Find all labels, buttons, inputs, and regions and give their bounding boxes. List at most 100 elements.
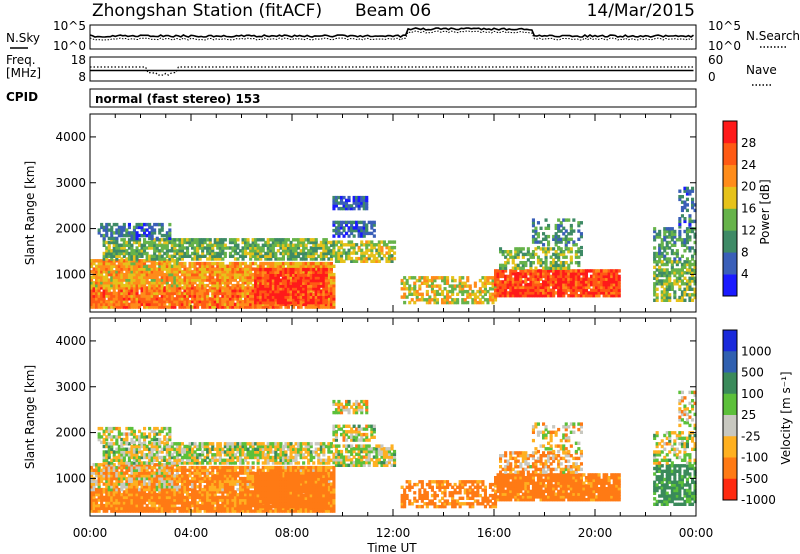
power-cell <box>569 280 573 284</box>
power-cell <box>218 278 222 282</box>
power-cell <box>665 282 669 286</box>
power-cell <box>324 284 328 288</box>
power-cell <box>191 291 195 296</box>
power-cell <box>266 287 270 291</box>
power-cell <box>266 264 270 268</box>
power-cell <box>572 291 576 295</box>
power-cell <box>216 305 220 309</box>
power-cell <box>524 274 528 279</box>
power-cell <box>117 281 121 285</box>
power-cell <box>105 302 109 307</box>
power-cell <box>138 302 142 307</box>
power-cell <box>251 283 255 288</box>
power-cell <box>665 284 669 289</box>
power-cell <box>107 299 111 304</box>
power-cell <box>284 238 288 242</box>
power-cell <box>191 261 195 266</box>
power-cell <box>574 283 578 287</box>
power-cell <box>155 283 159 288</box>
power-cell <box>557 252 561 257</box>
velocity-cell <box>148 492 152 497</box>
power-cell <box>350 206 354 211</box>
power-cell <box>476 295 480 299</box>
power-cell <box>680 293 684 297</box>
velocity-cell <box>110 490 114 494</box>
power-cell <box>254 305 258 309</box>
power-cell <box>680 243 684 247</box>
velocity-cell <box>233 503 237 508</box>
power-cell <box>430 284 434 288</box>
velocity-cell <box>158 490 162 494</box>
power-cell <box>569 288 573 292</box>
velocity-cell <box>269 506 273 511</box>
power-cell <box>355 195 359 200</box>
power-cell <box>600 285 604 290</box>
power-cell <box>340 223 344 227</box>
power-cell <box>574 250 578 254</box>
power-cell <box>233 305 237 309</box>
power-cell <box>165 261 169 266</box>
power-cell <box>289 273 293 277</box>
power-cell <box>668 240 672 245</box>
power-cell <box>112 261 116 266</box>
power-cell <box>297 281 301 285</box>
power-cell <box>488 295 492 299</box>
power-cell <box>319 246 323 250</box>
power-cell <box>299 297 303 301</box>
power-cell <box>206 302 210 307</box>
power-cell <box>542 237 546 241</box>
power-cell <box>292 243 296 247</box>
power-cell <box>274 261 278 266</box>
velocity-cell <box>125 490 129 494</box>
power-cell <box>357 204 361 208</box>
power-cell <box>102 225 106 230</box>
power-cell <box>400 281 404 285</box>
velocity-cell <box>211 501 215 505</box>
power-cell <box>135 275 139 279</box>
power-cell <box>102 259 106 263</box>
power-cell <box>115 281 119 285</box>
velocity-cell <box>186 498 190 502</box>
velocity-cell <box>223 490 227 494</box>
power-cell <box>673 271 677 275</box>
power-cell <box>117 264 121 268</box>
power-cell <box>337 248 341 252</box>
power-cell <box>256 281 260 285</box>
power-cell <box>279 243 283 247</box>
power-cell <box>347 248 351 252</box>
power-cell <box>405 278 409 283</box>
power-cell <box>216 278 220 282</box>
power-cell <box>297 276 301 280</box>
velocity-cell <box>206 506 210 511</box>
power-cell <box>228 238 232 242</box>
power-cell <box>236 305 240 309</box>
power-cell <box>663 273 667 278</box>
power-cell <box>509 255 513 259</box>
power-cell <box>390 248 394 252</box>
power-cell <box>367 248 371 252</box>
power-cell <box>160 222 164 227</box>
power-cell <box>256 273 260 277</box>
power-cell <box>567 218 571 222</box>
power-cell <box>112 249 116 253</box>
power-cell <box>319 292 323 296</box>
velocity-cell <box>143 495 147 500</box>
power-cell <box>617 280 621 284</box>
velocity-cell <box>163 506 167 511</box>
power-cell <box>547 266 551 270</box>
power-cell <box>216 243 220 247</box>
power-cell <box>683 186 687 191</box>
power-cell <box>153 261 157 266</box>
velocity-cell <box>155 492 159 497</box>
power-cell <box>107 246 111 250</box>
power-cell <box>155 270 159 274</box>
velocity-cell <box>127 506 131 511</box>
power-cell <box>266 243 270 247</box>
power-cell <box>531 283 535 287</box>
nsearch-tick-bottom: 10^0 <box>708 39 741 53</box>
power-cell <box>504 255 508 259</box>
power-cell <box>168 264 172 268</box>
power-cell <box>193 302 197 307</box>
power-cell <box>153 291 157 296</box>
power-cell <box>165 233 169 238</box>
